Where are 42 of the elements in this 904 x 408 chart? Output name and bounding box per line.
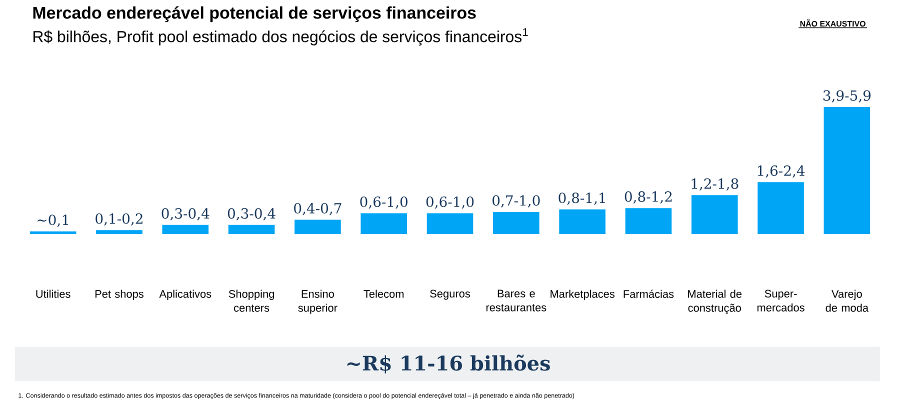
x-tick-label: Telecom (364, 290, 404, 298)
data-label: 0,4-0,7 (294, 202, 342, 216)
x-tick-label: Marketplaces (550, 290, 614, 300)
bar (559, 209, 606, 234)
data-label: 3,9-5,9 (823, 90, 871, 103)
bar (691, 195, 738, 234)
data-label: 0,8-1,2 (624, 191, 672, 204)
x-tick-label: Varejo de moda (826, 290, 869, 312)
bar (824, 107, 870, 234)
x-tick-label: Pet shops (95, 290, 144, 300)
data-label: 0,3-0,4 (228, 208, 276, 220)
bar (758, 182, 804, 234)
data-label: 0,8-1,1 (558, 192, 605, 205)
bar (228, 224, 275, 234)
data-label: 1,2-1,8 (692, 178, 738, 191)
bar (426, 213, 474, 234)
data-label: 0,3-0,4 (162, 208, 210, 220)
x-tick-label: Bares e restaurantes (486, 290, 546, 312)
x-tick-label: Super-mercados (757, 290, 804, 312)
x-tick-label: Seguros (430, 290, 470, 300)
bar (96, 230, 142, 234)
bar (360, 213, 408, 234)
chart-subtitle: R$ bilhões, Profit pool estimado dos negócios de serviços financeiros$^{1}$ (34, 28, 528, 46)
x-tick-label: Aplicativos (159, 290, 212, 300)
chart-title: Mercado endereçável potencial de serviços financeiros (33, 6, 476, 22)
x-tick-label: Utilities (36, 290, 70, 298)
x-tick-label: Farmácias (624, 290, 674, 298)
data-label: 0,6-1,0 (426, 196, 474, 209)
data-label: 1,6-2,4 (758, 165, 805, 178)
x-tick-label: Shopping centers (228, 290, 274, 312)
data-label: 0,7-1,0 (492, 195, 540, 208)
x-tick-label: Ensino superior (298, 290, 338, 314)
bar (625, 208, 672, 234)
bar (30, 231, 76, 234)
bar (493, 212, 540, 234)
text: ~R$ 11-16 bilhões (347, 354, 550, 374)
data-label: 0,1-0,2 (96, 213, 142, 226)
bar (162, 224, 209, 234)
bar (294, 220, 341, 234)
data-label: ~0,1 (38, 214, 68, 227)
data-label: 0,6-1,0 (360, 196, 408, 209)
x-tick-label: Material de construção (688, 290, 742, 314)
